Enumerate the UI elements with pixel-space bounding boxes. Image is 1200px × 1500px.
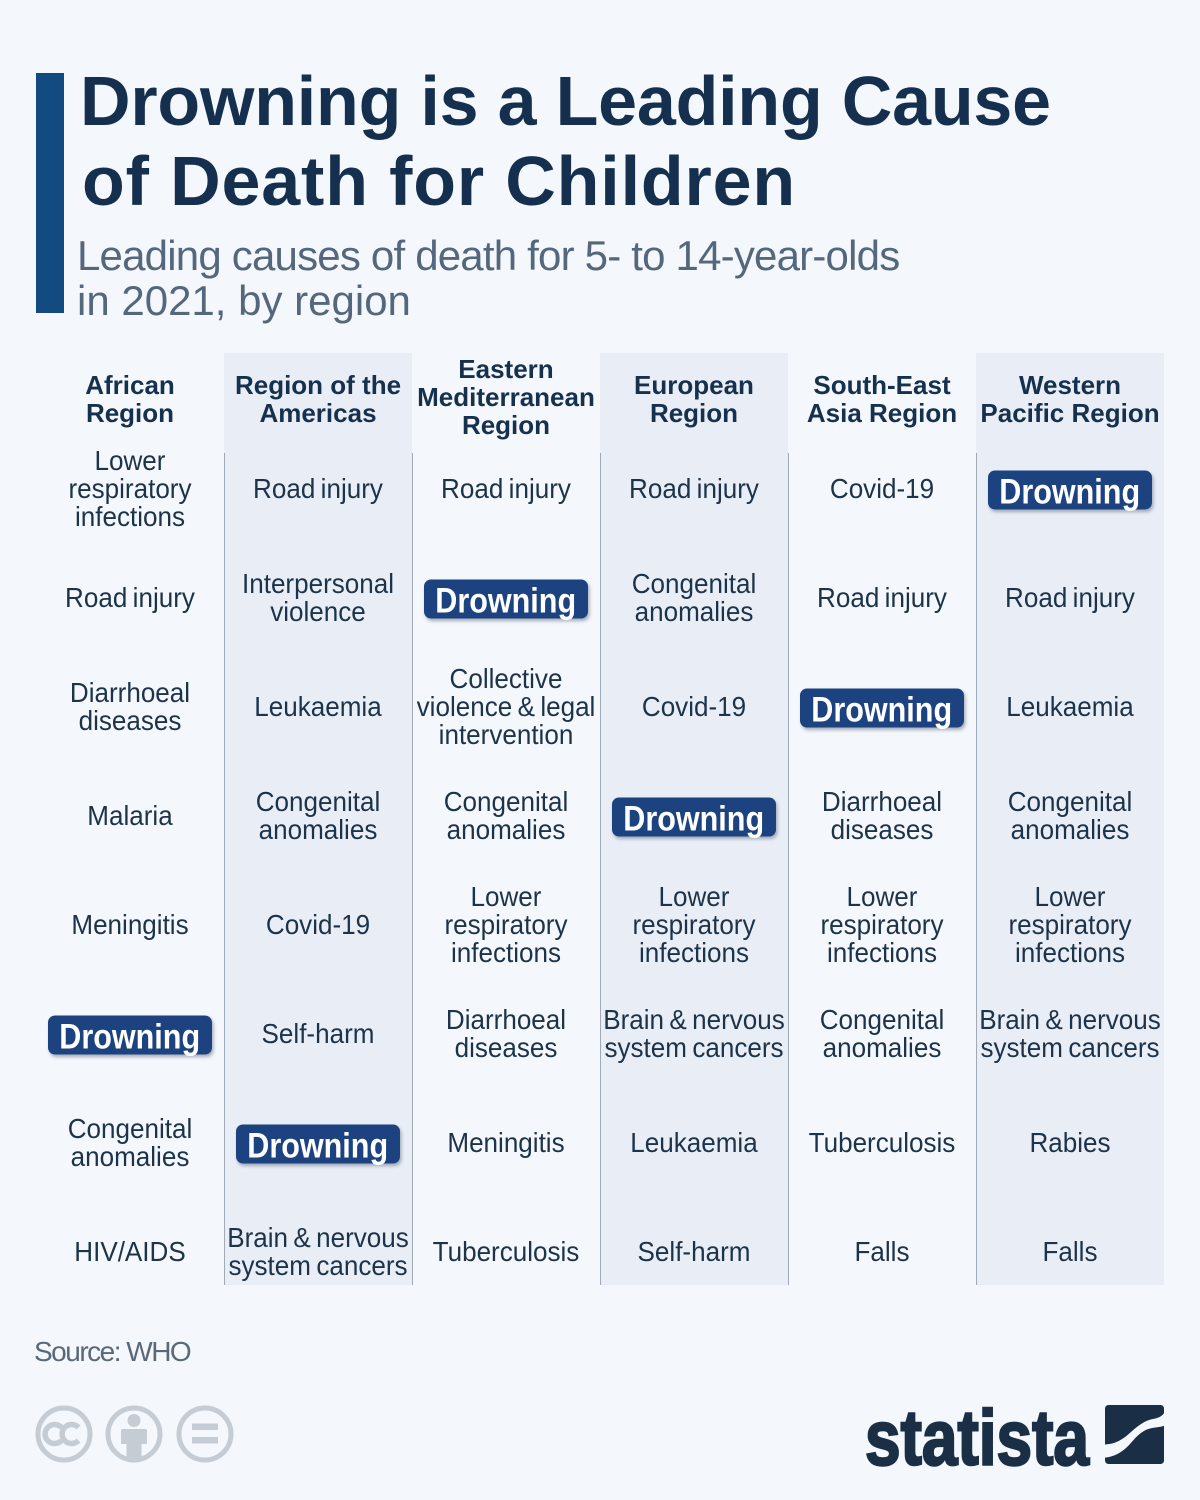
svg-text:statista: statista: [865, 1393, 1089, 1470]
